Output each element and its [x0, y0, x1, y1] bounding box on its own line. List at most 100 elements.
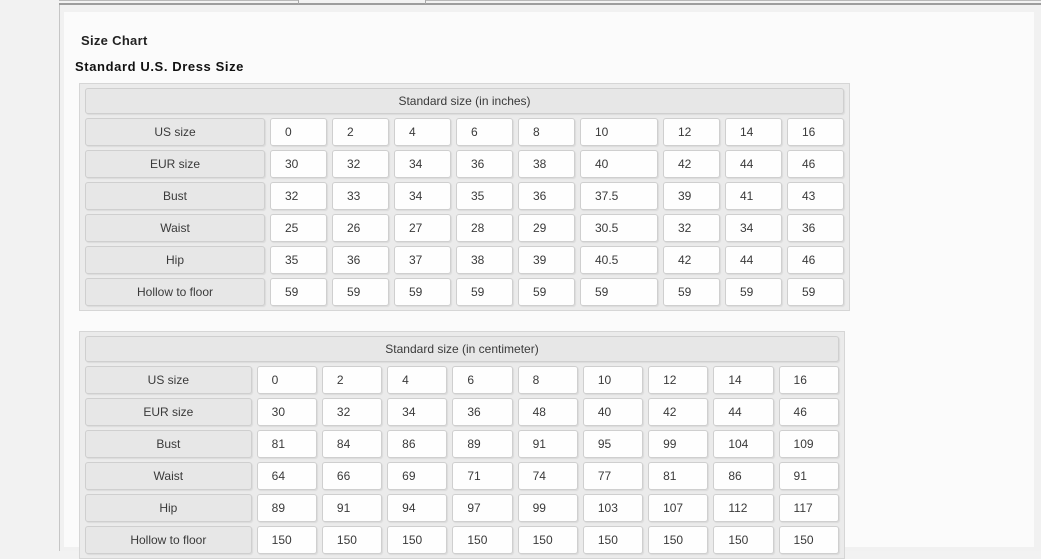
- cell-value: 30.5: [580, 214, 658, 242]
- cell-value: 91: [321, 494, 383, 522]
- cell-value: 42: [663, 150, 720, 178]
- cell-value: 16: [787, 118, 845, 146]
- cell-value: 42: [663, 246, 720, 274]
- table-row: US size 0 2 4 6 8 10 12 14 16: [85, 118, 845, 146]
- table-row: Bust 32 33 34 35 36 37.5 39 41 43: [85, 182, 845, 210]
- cell-value: 150: [517, 526, 578, 554]
- tab-strip-bottom-border: [59, 3, 1041, 5]
- cell-value: 42: [648, 398, 709, 426]
- size-table-inches: Standard size (in inches) US size 0 2 4 6 8 10 1…: [79, 83, 851, 311]
- page-title: Size Chart: [81, 33, 148, 48]
- cell-value: 81: [648, 462, 709, 490]
- cell-value: 32: [321, 398, 383, 426]
- table-row: Hip 35 36 37 38 39 40.5 42 44 46: [85, 246, 845, 274]
- cell-value: 91: [517, 430, 578, 458]
- cell-value: 94: [387, 494, 448, 522]
- table-row: Hollow to floor 59 59 59 59 59 59 59 59 59: [85, 278, 845, 306]
- cell-value: 32: [270, 182, 327, 210]
- cell-value: 14: [713, 366, 774, 394]
- cell-value: 8: [517, 366, 578, 394]
- cell-value: 6: [456, 118, 513, 146]
- cell-value: 86: [713, 462, 774, 490]
- cell-value: 40: [582, 398, 644, 426]
- cell-value: 77: [582, 462, 644, 490]
- tab-divider-left: [298, 0, 299, 4]
- cell-value: 112: [713, 494, 774, 522]
- cell-value: 150: [256, 526, 317, 554]
- tab-strip-border-right: [425, 0, 1041, 1]
- row-label: US size: [85, 118, 265, 146]
- cell-value: 2: [321, 366, 383, 394]
- cell-value: 0: [256, 366, 317, 394]
- cell-value: 34: [387, 398, 448, 426]
- cell-value: 33: [332, 182, 389, 210]
- row-label: EUR size: [85, 150, 265, 178]
- cell-value: 89: [256, 494, 317, 522]
- cell-value: 12: [663, 118, 720, 146]
- cell-value: 150: [452, 526, 513, 554]
- cell-value: 59: [332, 278, 389, 306]
- cell-value: 97: [452, 494, 513, 522]
- row-label: Hollow to floor: [85, 526, 252, 554]
- cell-value: 46: [787, 246, 845, 274]
- cell-value: 35: [456, 182, 513, 210]
- cell-value: 35: [270, 246, 327, 274]
- cell-value: 36: [332, 246, 389, 274]
- cell-value: 36: [518, 182, 575, 210]
- cell-value: 71: [452, 462, 513, 490]
- cell-value: 0: [270, 118, 327, 146]
- tab-strip-border-left: [59, 0, 298, 1]
- cell-value: 4: [394, 118, 451, 146]
- cell-value: 103: [582, 494, 644, 522]
- table-header: Standard size (in inches): [85, 88, 845, 114]
- table-row: US size 0 2 4 6 8 10 12 14 16: [85, 366, 839, 394]
- table-row: Waist 64 66 69 71 74 77 81 86 91: [85, 462, 839, 490]
- cell-value: 69: [387, 462, 448, 490]
- cell-value: 66: [321, 462, 383, 490]
- cell-value: 59: [663, 278, 720, 306]
- cell-value: 107: [648, 494, 709, 522]
- cell-value: 28: [456, 214, 513, 242]
- page-subtitle: Standard U.S. Dress Size: [75, 59, 245, 74]
- cell-value: 16: [778, 366, 839, 394]
- cell-value: 150: [321, 526, 383, 554]
- cell-value: 40: [580, 150, 658, 178]
- cell-value: 2: [332, 118, 389, 146]
- cell-value: 86: [387, 430, 448, 458]
- table-row: Hollow to floor 150 150 150 150 150 150 150 150 1…: [85, 526, 839, 554]
- cell-value: 59: [394, 278, 451, 306]
- cell-value: 74: [517, 462, 578, 490]
- cell-value: 150: [648, 526, 709, 554]
- cell-value: 34: [725, 214, 782, 242]
- cell-value: 59: [580, 278, 658, 306]
- table-row: EUR size 30 32 34 36 48 40 42 44 46: [85, 398, 839, 426]
- cell-value: 6: [452, 366, 513, 394]
- cell-value: 89: [452, 430, 513, 458]
- cell-value: 117: [778, 494, 839, 522]
- cell-value: 36: [456, 150, 513, 178]
- cell-value: 59: [787, 278, 845, 306]
- content-panel: Size Chart Standard U.S. Dress Size Stan…: [59, 5, 1041, 559]
- cell-value: 150: [778, 526, 839, 554]
- row-label: Waist: [85, 214, 265, 242]
- row-label: EUR size: [85, 398, 252, 426]
- size-table-centimeter: Standard size (in centimeter) US size 0 2 4 6…: [79, 331, 845, 559]
- cell-value: 44: [725, 150, 782, 178]
- size-chart-card: Size Chart Standard U.S. Dress Size Stan…: [64, 12, 1034, 559]
- table-row: EUR size 30 32 34 36 38 40 42 44 46: [85, 150, 845, 178]
- cell-value: 26: [332, 214, 389, 242]
- cell-value: 150: [582, 526, 644, 554]
- row-label: Hip: [85, 246, 265, 274]
- cell-value: 91: [778, 462, 839, 490]
- cell-value: 59: [725, 278, 782, 306]
- row-label: Hollow to floor: [85, 278, 265, 306]
- cell-value: 99: [517, 494, 578, 522]
- cell-value: 30: [256, 398, 317, 426]
- cell-value: 41: [725, 182, 782, 210]
- cell-value: 36: [787, 214, 845, 242]
- cell-value: 37: [394, 246, 451, 274]
- table-header: Standard size (in centimeter): [85, 336, 839, 362]
- cell-value: 34: [394, 150, 451, 178]
- cell-value: 59: [456, 278, 513, 306]
- cell-value: 59: [518, 278, 575, 306]
